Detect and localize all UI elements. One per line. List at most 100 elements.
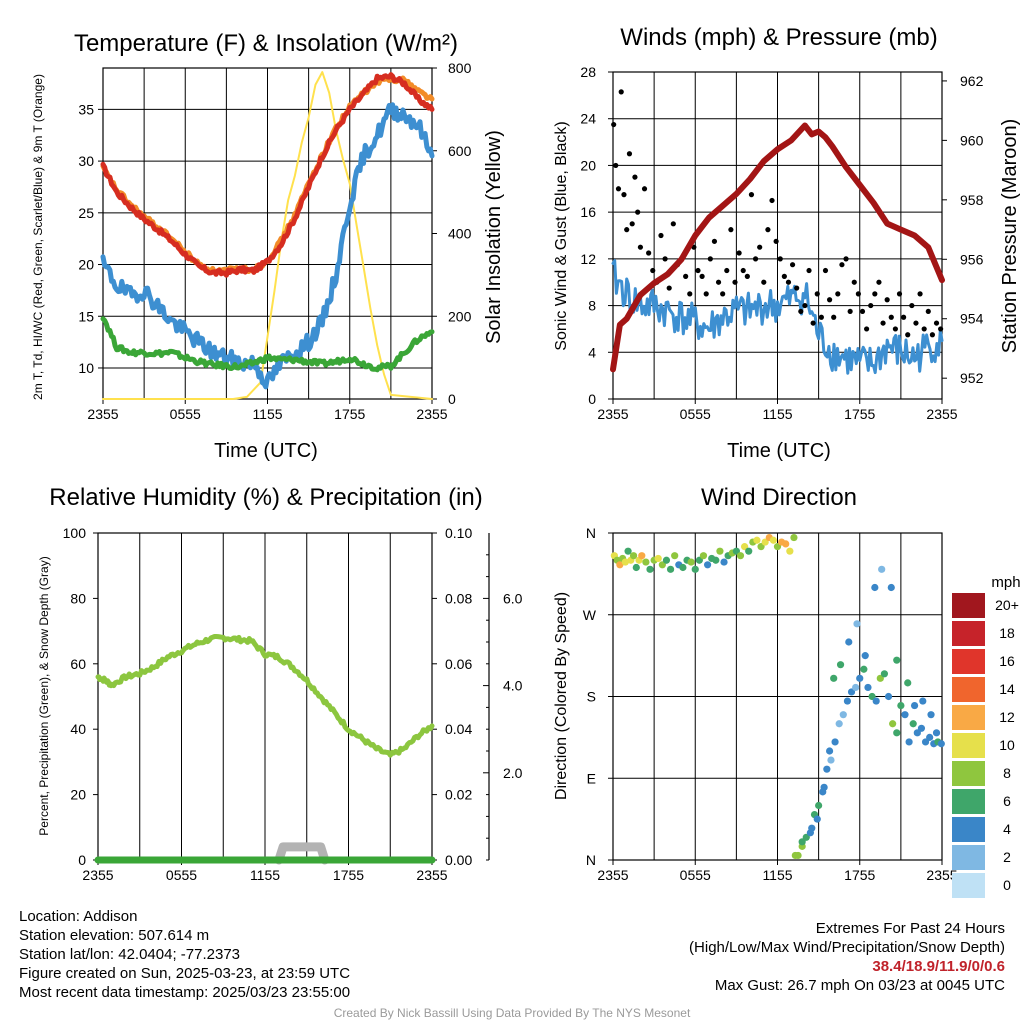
- gust-point: [855, 291, 861, 297]
- rh-green-line: [95, 634, 435, 758]
- gust-point: [683, 273, 689, 279]
- speed-colorbar: mph 20+ 18 16 14 12 10 8 6 4 2 0: [952, 574, 1021, 898]
- y2-tick-label: 800: [448, 60, 472, 76]
- gust-point: [646, 250, 652, 256]
- direction-point: [878, 565, 886, 573]
- direction-point: [937, 740, 945, 748]
- gust-point: [635, 209, 641, 215]
- gust-point: [905, 332, 911, 338]
- x-tick-label: 2355: [597, 867, 628, 883]
- recent-data-text: Most recent data timestamp: 2025/03/23 2…: [19, 984, 351, 1001]
- y-tick-label: 20: [78, 257, 94, 273]
- temp-green-line: [100, 316, 435, 373]
- direction-point: [666, 565, 675, 573]
- x-tick-label: 2355: [597, 406, 628, 422]
- gust-point: [814, 291, 820, 297]
- gust-point: [624, 227, 630, 233]
- elevation-text: Station elevation: 507.614 m: [19, 927, 210, 944]
- direction-point: [823, 765, 831, 773]
- y-tick-label: 20: [580, 157, 596, 173]
- y-tick-label: 30: [78, 153, 94, 169]
- colorbar-label: 12: [999, 709, 1015, 725]
- gust-point: [613, 162, 619, 169]
- gust-point: [806, 267, 812, 274]
- gust-point: [810, 320, 816, 326]
- direction-point: [932, 729, 941, 737]
- gust-point: [789, 262, 796, 268]
- direction-point: [782, 540, 790, 548]
- y-tick-label: 10: [78, 360, 94, 376]
- gust-point: [626, 151, 633, 157]
- snow-axis-label: 2.0: [503, 765, 523, 781]
- colorbar-swatch: [952, 873, 985, 898]
- temperature-xlabel: Time (UTC): [214, 440, 318, 462]
- direction-point: [905, 738, 913, 746]
- gust-point: [736, 250, 742, 256]
- gust-point: [896, 291, 903, 297]
- gust-point: [748, 192, 755, 198]
- gust-point: [740, 267, 746, 274]
- direction-point: [642, 558, 650, 566]
- x-tick-label: 2355: [416, 867, 447, 883]
- direction-point: [893, 656, 901, 664]
- x-tick-label: 2355: [926, 867, 957, 883]
- temp-red-line: [100, 72, 435, 278]
- direction-point: [835, 720, 843, 728]
- pressure-ylabel: Station Pressure (Maroon): [999, 119, 1021, 354]
- winds-plot-area: 2355 0555 1155 1755 235504812162024289529549…: [580, 64, 983, 422]
- direction-point: [860, 665, 868, 673]
- direction-point: [926, 733, 934, 741]
- x-tick-label: 1155: [250, 867, 280, 883]
- direction-point: [856, 674, 864, 682]
- direction-point: [703, 561, 712, 569]
- colorbar-swatch: [952, 817, 985, 842]
- y2-tick-label: 0.10: [445, 525, 472, 541]
- x-tick-label: 1155: [252, 406, 282, 422]
- gust-point: [641, 186, 648, 192]
- y2-tick-label: 0.02: [445, 787, 472, 803]
- colorbar-swatch: [952, 761, 985, 786]
- colorbar-label: 8: [1003, 765, 1011, 781]
- direction-point: [910, 701, 919, 710]
- created-text: Figure created on Sun, 2025-03-23, at 23…: [19, 965, 351, 982]
- gust-point: [752, 256, 759, 262]
- y-tick-label: 4: [588, 344, 596, 360]
- extremes-subtitle: (High/Low/Max Wind/Precipitation/Snow De…: [689, 939, 1005, 956]
- y-tick-label: 0: [78, 852, 86, 868]
- direction-point: [646, 565, 654, 573]
- direction-point: [825, 747, 834, 755]
- direction-point: [904, 679, 912, 687]
- y-tick-label: 100: [63, 525, 87, 541]
- gust-point: [666, 285, 672, 291]
- direction-point: [836, 661, 845, 669]
- gust-point: [715, 279, 722, 285]
- direction-point: [893, 729, 901, 737]
- direction-point: [864, 683, 872, 692]
- direction-point: [820, 783, 828, 791]
- direction-point: [616, 561, 624, 569]
- y2-tick-label: 960: [960, 132, 984, 148]
- y-tick-label: 8: [588, 298, 596, 314]
- colorbar-label: 0: [1003, 877, 1011, 893]
- x-tick-label: 0555: [170, 406, 201, 422]
- direction-point: [884, 692, 893, 701]
- gust-point: [703, 291, 709, 297]
- y2-tick-label: 0.06: [445, 656, 472, 672]
- station-info: Location: Addison Station elevation: 507…: [19, 907, 350, 1002]
- direction-point: [791, 851, 799, 860]
- gust-point: [913, 320, 919, 326]
- y2-tick-label: 0.00: [445, 852, 472, 868]
- direction-point: [871, 583, 879, 592]
- winds-ylabel: Sonic Wind & Gust (Blue, Black): [553, 121, 570, 350]
- pressure-maroon-line: [610, 122, 945, 373]
- direction-point: [808, 824, 816, 832]
- y2-tick-label: 954: [960, 311, 984, 327]
- gust-point: [818, 314, 824, 320]
- colorbar-label: 14: [999, 681, 1015, 697]
- direction-point: [831, 738, 839, 746]
- direction-point: [679, 563, 687, 572]
- direction-point: [691, 565, 699, 573]
- y2-tick-label: 400: [448, 226, 472, 242]
- direction-point: [638, 552, 646, 560]
